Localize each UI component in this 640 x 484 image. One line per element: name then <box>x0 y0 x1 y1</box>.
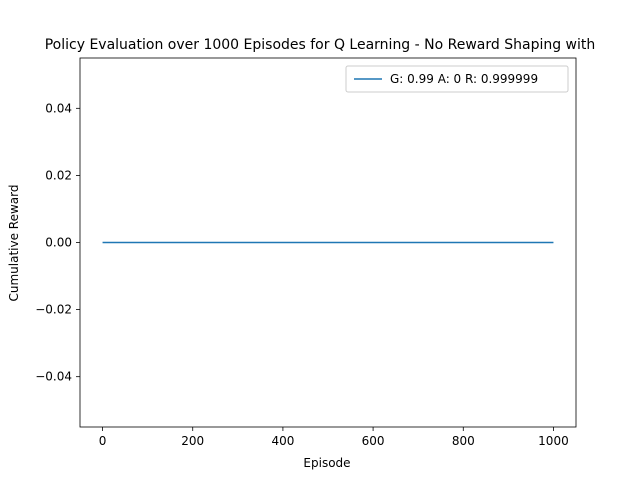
chart-title: Policy Evaluation over 1000 Episodes for… <box>45 37 596 53</box>
x-tick-label: 200 <box>181 434 204 448</box>
x-tick-label: 800 <box>452 434 475 448</box>
x-tick-label: 400 <box>271 434 294 448</box>
y-tick-label: 0.00 <box>45 236 72 250</box>
y-tick-label: 0.02 <box>45 168 72 182</box>
y-tick-label: −0.04 <box>35 370 72 384</box>
x-tick-label: 600 <box>362 434 385 448</box>
y-axis-label: Cumulative Reward <box>7 185 21 302</box>
y-tick-label: 0.04 <box>45 101 72 115</box>
legend: G: 0.99 A: 0 R: 0.999999 <box>345 65 569 93</box>
x-tick-label: 0 <box>99 434 107 448</box>
legend-label: G: 0.99 A: 0 R: 0.999999 <box>390 72 538 86</box>
y-tick-label: −0.02 <box>35 303 72 317</box>
legend-box <box>345 65 569 93</box>
x-tick-label: 1000 <box>538 434 569 448</box>
x-axis-label: Episode <box>303 456 350 470</box>
